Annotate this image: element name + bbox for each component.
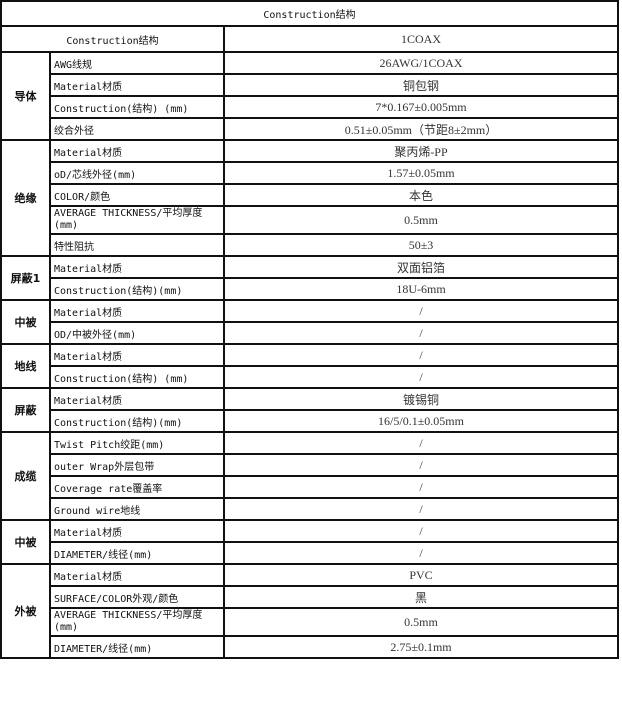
table-row: Coverage rate覆盖率 /: [1, 475, 619, 499]
table-title-row: Construction结构: [0, 0, 619, 27]
row-value: 50±3: [223, 233, 619, 257]
row-label: Material材质: [49, 343, 225, 367]
header-label: Construction结构: [0, 25, 225, 53]
row-value: 双面铝箔: [223, 255, 619, 279]
row-label: AWG线规: [49, 51, 225, 75]
row-value: /: [223, 541, 619, 565]
row-value: 铜包钢: [223, 73, 619, 97]
row-label: Twist Pitch绞距(mm): [49, 431, 225, 455]
group-label: 中被: [0, 299, 51, 345]
table-row: 地线 Material材质 /: [0, 343, 619, 389]
table-row: 中被 Material材质 /: [0, 519, 619, 565]
table-row: Ground wire地线 /: [1, 497, 619, 521]
table-row: 导体 AWG线规 26AWG/1COAX: [0, 51, 619, 141]
table-row: outer Wrap外层包带 /: [1, 453, 619, 477]
row-label: 绞合外径: [49, 117, 225, 141]
group-label: 导体: [0, 51, 51, 141]
row-label: outer Wrap外层包带: [49, 453, 225, 477]
group-label: 成缆: [0, 431, 51, 521]
row-value: 本色: [223, 183, 619, 207]
row-value: 0.51±0.05mm（节距8±2mm）: [223, 117, 619, 141]
table-row: 绞合外径 0.51±0.05mm（节距8±2mm）: [1, 117, 619, 141]
row-value: 26AWG/1COAX: [223, 51, 619, 75]
construction-table: Construction结构 Construction结构 1COAX 导体 AW…: [0, 0, 619, 659]
table-row: SURFACE/COLOR外观/颜色黑: [1, 585, 619, 609]
table-row: DIAMETER/线径(mm) /: [1, 541, 619, 565]
table-row: Construction(结构)(mm) 18U-6mm: [1, 277, 619, 301]
row-value: 7*0.167±0.005mm: [223, 95, 619, 119]
row-value: 0.5mm: [223, 607, 619, 637]
table-row: Construction(结构)(mm) 16/5/0.1±0.05mm: [1, 409, 619, 433]
row-label: Material材质: [49, 563, 225, 587]
row-value: /: [223, 321, 619, 345]
row-value: /: [223, 497, 619, 521]
row-value: 18U-6mm: [223, 277, 619, 301]
row-value: 黑: [223, 585, 619, 609]
group-label: 中被: [0, 519, 51, 565]
table-row: Construction(结构) (mm) 7*0.167±0.005mm: [1, 95, 619, 119]
row-value: PVC: [223, 563, 619, 587]
table-row: COLOR/颜色 本色: [1, 183, 619, 207]
row-label: Material材质: [49, 255, 225, 279]
row-value: /: [223, 365, 619, 389]
row-label: Ground wire地线: [49, 497, 225, 521]
table-row: AVERAGE THICKNESS/平均厚度(mm) 0.5mm: [1, 607, 619, 637]
row-label: Material材质: [49, 299, 225, 323]
row-label: 特性阻抗: [49, 233, 225, 257]
table-row: Construction(结构) (mm) /: [1, 365, 619, 389]
group-label: 外被: [0, 563, 51, 659]
table-row: 成缆 Twist Pitch绞距(mm) /: [0, 431, 619, 521]
row-label: Construction(结构) (mm): [49, 365, 225, 389]
row-label: Material材质: [49, 387, 225, 411]
table-row: 中被 Material材质 /: [0, 299, 619, 345]
row-value: 16/5/0.1±0.05mm: [223, 409, 619, 433]
group-label: 屏蔽1: [0, 255, 51, 301]
row-label: oD/芯线外径(mm): [49, 161, 225, 185]
row-label: Material材质: [49, 73, 225, 97]
table-row: 外被 Material材质 PVC: [0, 563, 619, 659]
row-value: /: [223, 299, 619, 323]
header-value: 1COAX: [223, 25, 619, 53]
row-value: 聚丙烯-PP: [223, 139, 619, 163]
row-label: Coverage rate覆盖率: [49, 475, 225, 499]
table-row: DIAMETER/线径(mm) 2.75±0.1mm: [1, 635, 619, 659]
row-value: 2.75±0.1mm: [223, 635, 619, 659]
table-row: Material材质 铜包钢: [1, 73, 619, 97]
row-label: Construction(结构)(mm): [49, 277, 225, 301]
table-title: Construction结构: [0, 0, 619, 27]
row-label: Construction(结构) (mm): [49, 95, 225, 119]
group-label: 屏蔽: [0, 387, 51, 433]
row-value: 1.57±0.05mm: [223, 161, 619, 185]
row-label: DIAMETER/线径(mm): [49, 635, 225, 659]
row-value: /: [223, 431, 619, 455]
row-label: OD/中被外径(mm): [49, 321, 225, 345]
table-row: 绝缘 Material材质 聚丙烯-PP: [0, 139, 619, 257]
table-row: AVERAGE THICKNESS/平均厚度(mm) 0.5mm: [1, 205, 619, 235]
group-label: 绝缘: [0, 139, 51, 257]
group-label: 地线: [0, 343, 51, 389]
table-row: OD/中被外径(mm) /: [1, 321, 619, 345]
table-row: oD/芯线外径(mm) 1.57±0.05mm: [1, 161, 619, 185]
row-label: Construction(结构)(mm): [49, 409, 225, 433]
row-label: Material材质: [49, 519, 225, 543]
table-row: 屏蔽 Material材质 镀锡铜: [0, 387, 619, 433]
row-label: SURFACE/COLOR外观/颜色: [49, 585, 225, 609]
row-value: /: [223, 343, 619, 367]
row-value: /: [223, 519, 619, 543]
row-value: /: [223, 453, 619, 477]
row-label: COLOR/颜色: [49, 183, 225, 207]
row-value: /: [223, 475, 619, 499]
row-value: 镀锡铜: [223, 387, 619, 411]
row-label: DIAMETER/线径(mm): [49, 541, 225, 565]
table-row: 屏蔽1 Material材质 双面铝箔: [0, 255, 619, 301]
table-header-row: Construction结构 1COAX: [0, 25, 619, 53]
row-label: Material材质: [49, 139, 225, 163]
table-row: 特性阻抗 50±3: [1, 233, 619, 257]
row-label: AVERAGE THICKNESS/平均厚度(mm): [49, 607, 225, 637]
row-label: AVERAGE THICKNESS/平均厚度(mm): [49, 205, 225, 235]
row-value: 0.5mm: [223, 205, 619, 235]
